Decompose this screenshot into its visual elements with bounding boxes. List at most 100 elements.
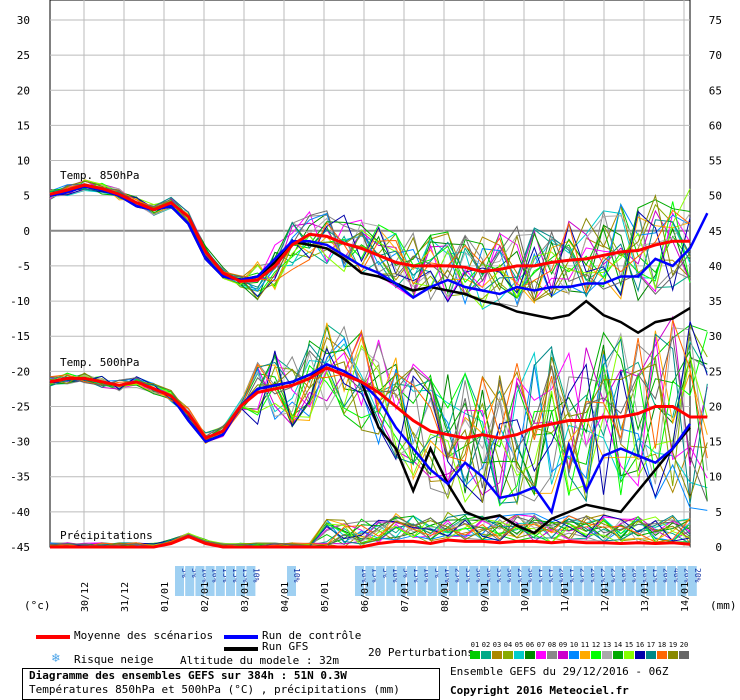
- snow-risk-value: 40%: [672, 568, 681, 583]
- snow-risk-value: 30%: [485, 568, 494, 583]
- snow-risk-value: 5%: [180, 568, 189, 578]
- snow-risk-value: 5%: [402, 568, 411, 578]
- date-label: 09/01: [480, 582, 491, 612]
- left-tick-label: -20: [10, 365, 30, 378]
- perturbation-number: 10: [569, 641, 579, 649]
- snow-risk-value: 10%: [292, 568, 301, 583]
- snow-risk-cell: [479, 566, 489, 596]
- perturbation-number: 16: [635, 641, 645, 649]
- perturbation-number: 19: [668, 641, 678, 649]
- perturbation-color-swatch: [525, 651, 535, 659]
- legend-control-label: Run de contrôle: [262, 629, 362, 642]
- snow-risk-cell: [215, 566, 225, 596]
- snow-risk-value: 10%: [641, 568, 650, 583]
- perturbation-color-swatch: [646, 651, 656, 659]
- snow-risk-cell: [236, 566, 246, 596]
- snow-risk-value: 20%: [589, 568, 598, 583]
- snow-risk-cell: [573, 566, 583, 596]
- snow-risk-cell: [407, 566, 416, 596]
- perturbation-color-swatch: [481, 651, 491, 659]
- perturbations-label: 20 Perturbations: [368, 646, 474, 659]
- perturbation-color-swatch: [514, 651, 524, 659]
- snow-risk-cell: [687, 566, 697, 596]
- snow-risk-value: 10%: [391, 568, 400, 583]
- snow-risk-cell: [635, 566, 645, 596]
- perturbation-lines: [49, 179, 708, 548]
- right-tick-label: 15: [709, 436, 722, 449]
- perturbation-line: [49, 184, 691, 299]
- perturbation-line: [49, 336, 708, 503]
- right-tick-label: 5: [715, 506, 722, 519]
- label-temp-850: Temp. 850hPa: [60, 169, 139, 182]
- snow-risk-value: 20%: [662, 568, 671, 583]
- left-tick-label: 15: [17, 119, 30, 132]
- perturbation-color-swatch: [635, 651, 645, 659]
- left-tick-label: -15: [10, 330, 30, 343]
- perturbation-color-swatch: [503, 651, 513, 659]
- date-label: 30/12: [80, 582, 91, 612]
- snow-risk-cell: [417, 566, 427, 596]
- perturbation-color-swatch: [624, 651, 634, 659]
- mean-line-t500: [49, 366, 708, 440]
- left-tick-label: 10: [17, 155, 30, 168]
- right-axis-unit: (mm): [710, 599, 737, 612]
- date-label: 10/01: [520, 582, 531, 612]
- snow-risk-value: 20%: [620, 568, 629, 583]
- perturbation-number: 06: [525, 641, 535, 649]
- date-label: 12/01: [600, 582, 611, 612]
- snow-risk-value: 30%: [474, 568, 483, 583]
- snow-risk-value: 15%: [537, 568, 546, 583]
- snow-risk-cell: [386, 566, 396, 596]
- perturbation-line: [49, 337, 708, 511]
- perturbation-color-key: [470, 651, 689, 659]
- chart-subtitle: Températures 850hPa et 500hPa (°C) , pré…: [29, 683, 400, 696]
- snow-risk-cell: [195, 566, 205, 596]
- perturbation-line: [49, 183, 691, 300]
- perturbation-number: 08: [547, 641, 557, 649]
- snow-risk-value: 10%: [360, 568, 369, 583]
- chart-title: Diagramme des ensembles GEFS sur 384h : …: [29, 669, 347, 682]
- copyright: Copyright 2016 Meteociel.fr: [450, 684, 629, 697]
- perturbation-number: 18: [657, 641, 667, 649]
- perturbation-line: [49, 179, 691, 309]
- snow-risk-value: 15%: [412, 568, 421, 583]
- perturbation-color-swatch: [580, 651, 590, 659]
- perturbation-line: [49, 322, 708, 494]
- left-tick-label: -45: [10, 541, 30, 554]
- perturbation-number: 02: [481, 641, 491, 649]
- snow-risk-value: 15%: [568, 568, 577, 583]
- altitude-label: Altitude du modele : 32m: [180, 654, 339, 667]
- left-tick-label: 20: [17, 84, 30, 97]
- mean-line-t850: [49, 183, 690, 283]
- date-label: 05/01: [320, 582, 331, 612]
- snow-risk-cell: [226, 566, 235, 596]
- right-tick-label: 50: [709, 190, 722, 203]
- snow-risk-value: 15%: [651, 568, 660, 583]
- snow-risk-cell: [246, 566, 256, 596]
- snow-risk-row: 5% 5% 10% 10% 15% 15% 15% 10% 10% 10% 15% 5% 10% 5% 15…: [175, 566, 702, 596]
- snow-risk-cell: [375, 566, 385, 596]
- snow-risk-value: 10%: [251, 568, 260, 583]
- snow-risk-cell: [438, 566, 448, 596]
- left-tick-label: -10: [10, 295, 30, 308]
- left-tick-label: 0: [23, 225, 30, 238]
- snow-risk-value: 5%: [433, 568, 442, 578]
- right-tick-label: 20: [709, 400, 722, 413]
- legend-snow-label: Risque neige: [74, 653, 154, 666]
- perturbation-number: 14: [613, 641, 623, 649]
- snow-risk-value: 10%: [211, 568, 220, 583]
- snow-risk-value: 20%: [693, 568, 702, 583]
- perturbation-precip-line: [49, 514, 691, 548]
- snow-risk-value: 15%: [547, 568, 556, 583]
- perturbation-number: 13: [602, 641, 612, 649]
- left-axis: 30 25 20 15 10 5 0 -5 -10 -15 -20 -25 -30 -35 -40 -45 (°…: [10, 14, 50, 612]
- run-info: Ensemble GEFS du 29/12/2016 - 06Z: [450, 665, 669, 678]
- right-tick-label: 10: [709, 471, 722, 484]
- right-tick-label: 35: [709, 295, 722, 308]
- snow-risk-value: 20%: [682, 568, 691, 583]
- perturbation-color-swatch: [547, 651, 557, 659]
- snow-risk-value: 15%: [370, 568, 379, 583]
- date-label: 03/01: [240, 582, 251, 612]
- left-tick-label: -40: [10, 506, 30, 519]
- perturbation-color-swatch: [613, 651, 623, 659]
